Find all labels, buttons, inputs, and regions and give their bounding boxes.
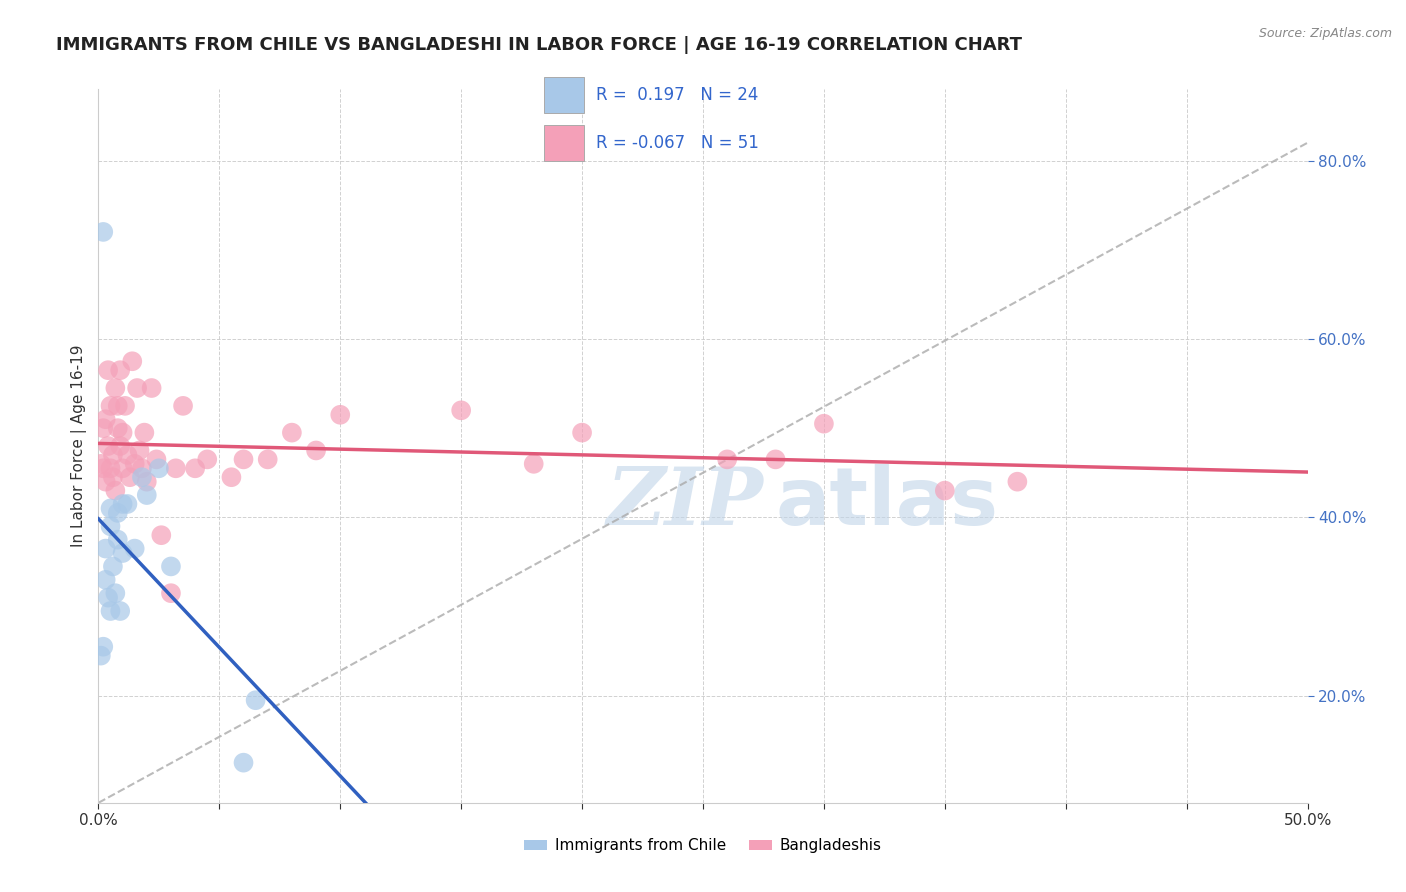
Point: [450, 403, 472, 417]
Point: [131, 470, 153, 484]
Point: [91, 225, 114, 239]
Point: [100, 604, 122, 618]
FancyBboxPatch shape: [544, 126, 583, 161]
Point: [90, 457, 112, 471]
Point: [107, 421, 129, 435]
Point: [100, 501, 122, 516]
Point: [716, 452, 738, 467]
Point: [101, 559, 124, 574]
Point: [100, 461, 122, 475]
Text: ZIP: ZIP: [606, 465, 763, 541]
Point: [135, 488, 157, 502]
Point: [94, 475, 117, 489]
Point: [148, 461, 170, 475]
Point: [127, 381, 149, 395]
Point: [94, 412, 117, 426]
Point: [571, 425, 593, 440]
Text: R = -0.067   N = 51: R = -0.067 N = 51: [596, 134, 759, 152]
Point: [117, 448, 139, 462]
Text: Source: ZipAtlas.com: Source: ZipAtlas.com: [1258, 27, 1392, 40]
Point: [97, 591, 120, 605]
Point: [91, 421, 114, 435]
Point: [1007, 475, 1029, 489]
Point: [281, 425, 304, 440]
Point: [124, 457, 146, 471]
Point: [107, 533, 129, 547]
Point: [256, 452, 278, 467]
Point: [813, 417, 835, 431]
Point: [245, 693, 267, 707]
Point: [118, 470, 141, 484]
Point: [232, 452, 254, 467]
Point: [523, 457, 546, 471]
Point: [104, 483, 127, 498]
Point: [100, 519, 122, 533]
Text: IMMIGRANTS FROM CHILE VS BANGLADESHI IN LABOR FORCE | AGE 16-19 CORRELATION CHAR: IMMIGRANTS FROM CHILE VS BANGLADESHI IN …: [56, 36, 1022, 54]
Point: [221, 470, 243, 484]
Text: atlas: atlas: [776, 464, 998, 542]
Legend: Immigrants from Chile, Bangladeshis: Immigrants from Chile, Bangladeshis: [519, 832, 887, 859]
Point: [101, 470, 124, 484]
Point: [104, 586, 127, 600]
Point: [150, 528, 173, 542]
Point: [100, 399, 122, 413]
Point: [97, 363, 120, 377]
Point: [160, 559, 183, 574]
Point: [104, 381, 127, 395]
Point: [131, 461, 153, 475]
Point: [124, 541, 146, 556]
Point: [91, 461, 114, 475]
Point: [765, 452, 787, 467]
Point: [107, 399, 129, 413]
Point: [111, 461, 134, 475]
Point: [135, 475, 157, 489]
Point: [165, 461, 187, 475]
Point: [114, 399, 136, 413]
Point: [128, 443, 150, 458]
Point: [107, 506, 129, 520]
Point: [145, 452, 167, 467]
Y-axis label: In Labor Force | Age 16-19: In Labor Force | Age 16-19: [72, 344, 87, 548]
Point: [117, 497, 139, 511]
Point: [108, 363, 131, 377]
Point: [111, 497, 134, 511]
Point: [90, 648, 112, 663]
Point: [184, 461, 207, 475]
Point: [232, 756, 254, 770]
Point: [101, 448, 124, 462]
Point: [108, 439, 131, 453]
Point: [121, 354, 143, 368]
Point: [329, 408, 352, 422]
Point: [91, 640, 114, 654]
Point: [111, 425, 134, 440]
Point: [160, 586, 183, 600]
Point: [94, 541, 117, 556]
Point: [111, 546, 134, 560]
Point: [134, 425, 156, 440]
Point: [305, 443, 328, 458]
Point: [108, 604, 131, 618]
Text: R =  0.197   N = 24: R = 0.197 N = 24: [596, 86, 758, 103]
Point: [195, 452, 218, 467]
Point: [172, 399, 194, 413]
Point: [97, 439, 120, 453]
Point: [141, 381, 163, 395]
FancyBboxPatch shape: [544, 78, 583, 113]
Point: [94, 573, 117, 587]
Point: [934, 483, 956, 498]
